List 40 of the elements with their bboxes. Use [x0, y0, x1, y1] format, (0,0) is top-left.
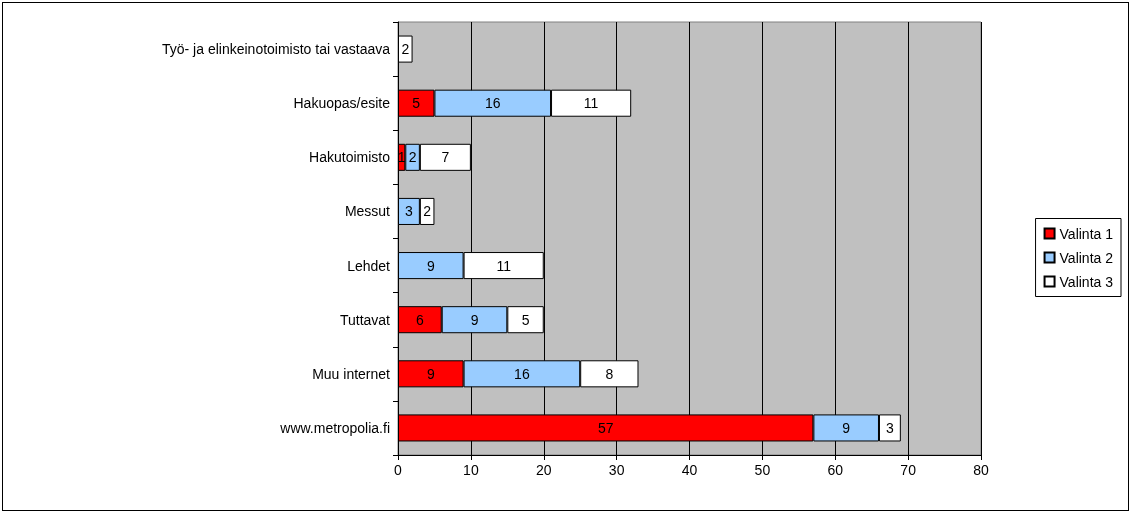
data-label: 7	[441, 149, 450, 166]
legend-label: Valinta 2	[1059, 249, 1114, 266]
x-tick-label: 50	[754, 462, 771, 478]
data-label: 11	[583, 95, 599, 112]
x-tick-label: 0	[394, 462, 403, 478]
legend-label: Valinta 1	[1059, 225, 1114, 242]
data-label: 8	[605, 365, 614, 382]
x-tick-label: 40	[681, 462, 698, 478]
x-tick-label: 10	[463, 462, 479, 478]
x-tick-label: 30	[608, 462, 625, 478]
legend-label: Valinta 3	[1059, 273, 1114, 290]
x-tick-label: 60	[827, 462, 844, 478]
x-tick-label: 20	[535, 462, 552, 478]
x-tick-label: 70	[900, 462, 917, 478]
y-tick-label: Hakutoimisto	[309, 149, 391, 166]
x-tick-label: 80	[973, 462, 989, 478]
data-label: 6	[415, 311, 424, 328]
data-label: 3	[886, 419, 895, 436]
data-label: 9	[426, 257, 435, 274]
y-tick-label: www.metropolia.fi	[279, 419, 390, 436]
data-label: 5	[521, 311, 530, 328]
data-label: 5	[412, 95, 421, 112]
y-tick-label: Messut	[344, 203, 391, 220]
y-tick-label: Lehdet	[347, 257, 391, 274]
data-label: 57	[597, 419, 614, 436]
data-label: 16	[484, 95, 501, 112]
y-tick-label: Hakuopas/esite	[293, 95, 391, 112]
data-label: 9	[426, 365, 435, 382]
data-label: 11	[496, 257, 512, 274]
data-label: 9	[470, 311, 479, 328]
data-label: 9	[842, 419, 851, 436]
data-label: 2	[423, 203, 432, 220]
y-tick-label: Muu internet	[312, 365, 391, 382]
data-label: 16	[514, 365, 530, 382]
data-label: 2	[401, 41, 410, 58]
data-label: 2	[408, 149, 417, 166]
bar	[398, 35, 413, 63]
y-tick-label: Tuttavat	[339, 311, 391, 328]
data-label: 3	[405, 203, 414, 220]
y-tick-label: Työ- ja elinkeinotoimisto tai vastaava	[162, 41, 391, 58]
